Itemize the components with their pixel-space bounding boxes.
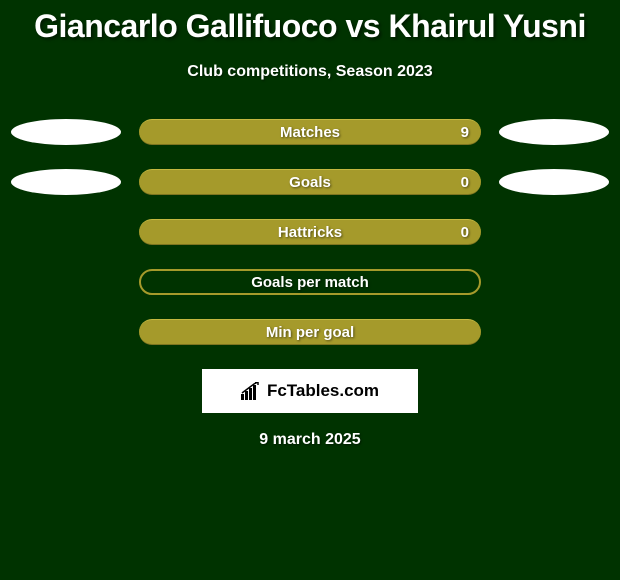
stat-row: Min per goal: [0, 319, 620, 345]
stat-label: Min per goal: [266, 324, 354, 341]
right-ellipse: [499, 119, 609, 145]
right-spacer: [499, 319, 609, 345]
left-ellipse: [11, 119, 121, 145]
player1-name: Giancarlo Gallifuoco: [34, 8, 337, 44]
stat-bar: Min per goal: [139, 319, 481, 345]
stat-row: Goals per match: [0, 269, 620, 295]
stat-bar: Matches 9: [139, 119, 481, 145]
stats-rows: Matches 9 Goals 0 Hattricks 0 Goals per match M…: [0, 119, 620, 345]
chart-icon: [241, 382, 261, 400]
stat-bar: Goals 0: [139, 169, 481, 195]
stat-row: Matches 9: [0, 119, 620, 145]
right-spacer: [499, 219, 609, 245]
left-spacer: [11, 219, 121, 245]
logo-box: FcTables.com: [202, 369, 418, 413]
comparison-container: Giancarlo Gallifuoco vs Khairul Yusni Cl…: [0, 0, 620, 449]
stat-label: Hattricks: [278, 224, 342, 241]
left-spacer: [11, 269, 121, 295]
stat-bar: Hattricks 0: [139, 219, 481, 245]
stat-label: Goals per match: [251, 274, 369, 291]
stat-label: Goals: [289, 174, 331, 191]
page-title: Giancarlo Gallifuoco vs Khairul Yusni: [0, 8, 620, 45]
stat-label: Matches: [280, 124, 340, 141]
vs-text: vs: [345, 8, 380, 44]
stat-row: Hattricks 0: [0, 219, 620, 245]
stat-value: 9: [461, 124, 469, 141]
stat-value: 0: [461, 174, 469, 191]
left-spacer: [11, 319, 121, 345]
stat-value: 0: [461, 224, 469, 241]
logo-text: FcTables.com: [267, 381, 379, 401]
date-text: 9 march 2025: [0, 431, 620, 449]
right-spacer: [499, 269, 609, 295]
player2-name: Khairul Yusni: [388, 8, 585, 44]
subtitle: Club competitions, Season 2023: [0, 63, 620, 81]
left-ellipse: [11, 169, 121, 195]
stat-row: Goals 0: [0, 169, 620, 195]
stat-bar: Goals per match: [139, 269, 481, 295]
right-ellipse: [499, 169, 609, 195]
